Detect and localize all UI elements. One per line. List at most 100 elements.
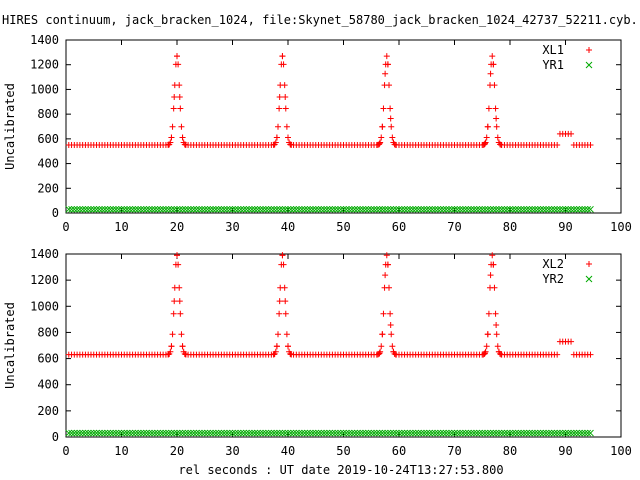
data-point	[456, 205, 464, 213]
data-point	[280, 61, 287, 68]
data-point	[112, 205, 120, 213]
data-point	[159, 205, 167, 213]
data-point	[514, 205, 522, 213]
data-point	[576, 429, 583, 437]
data-point	[423, 205, 431, 213]
data-point	[190, 205, 198, 213]
data-point	[503, 205, 511, 213]
data-point	[287, 141, 294, 148]
data-point	[492, 105, 499, 112]
data-point	[487, 272, 494, 279]
data-point	[170, 429, 178, 437]
data-point	[273, 134, 280, 141]
data-point	[487, 429, 494, 437]
x-tick-label: 20	[170, 220, 184, 234]
data-point	[465, 205, 472, 213]
data-point	[501, 205, 508, 213]
data-point	[467, 429, 475, 437]
data-point	[545, 205, 553, 213]
data-point	[272, 139, 279, 146]
data-point	[237, 205, 245, 213]
data-point	[478, 205, 486, 213]
data-point	[494, 343, 501, 350]
data-point	[326, 205, 333, 213]
data-point	[445, 205, 453, 213]
data-point	[376, 205, 383, 213]
data-point	[179, 343, 186, 350]
data-point	[584, 429, 592, 437]
data-point	[245, 205, 253, 213]
data-point	[459, 205, 467, 213]
data-point	[90, 429, 98, 437]
data-point	[370, 205, 378, 213]
legend-label: YR2	[542, 272, 564, 286]
data-point	[282, 105, 289, 112]
data-point	[104, 429, 111, 437]
data-point	[309, 429, 317, 437]
data-point	[90, 205, 98, 213]
data-point	[176, 82, 183, 89]
data-point	[170, 205, 178, 213]
data-point	[259, 205, 267, 213]
data-point	[195, 205, 203, 213]
data-point	[342, 429, 350, 437]
data-point	[403, 429, 411, 437]
data-point	[481, 429, 489, 437]
data-point	[315, 429, 322, 437]
legend-marker	[585, 275, 593, 283]
data-point	[562, 429, 569, 437]
data-point	[528, 429, 536, 437]
data-point	[84, 205, 92, 213]
data-point	[378, 343, 385, 350]
data-point	[498, 205, 506, 213]
data-point	[317, 205, 325, 213]
data-point	[512, 429, 519, 437]
data-point	[184, 205, 192, 213]
data-point	[229, 205, 236, 213]
data-point	[215, 429, 222, 437]
data-point	[409, 205, 417, 213]
data-point	[398, 205, 406, 213]
data-point	[562, 205, 569, 213]
data-point	[234, 205, 242, 213]
data-point	[340, 429, 347, 437]
data-point	[403, 205, 411, 213]
data-point	[537, 429, 544, 437]
data-point	[356, 205, 364, 213]
legend-label: YR1	[542, 58, 564, 72]
data-point	[382, 272, 389, 279]
data-point	[401, 205, 408, 213]
data-point	[73, 205, 81, 213]
data-point	[98, 205, 106, 213]
data-point	[581, 429, 589, 437]
data-point	[382, 70, 389, 77]
data-point	[373, 205, 381, 213]
data-point	[494, 134, 501, 141]
y-tick-label: 0	[52, 430, 59, 444]
data-point	[281, 205, 289, 213]
data-point	[482, 348, 489, 355]
data-point	[240, 429, 247, 437]
data-point	[387, 105, 394, 112]
data-point	[87, 205, 95, 213]
data-point	[84, 429, 92, 437]
data-point	[292, 205, 300, 213]
data-point	[348, 429, 356, 437]
data-point	[440, 205, 447, 213]
data-point	[551, 205, 558, 213]
data-point	[107, 205, 114, 213]
y-tick-label: 1400	[30, 247, 59, 261]
data-point	[177, 105, 184, 112]
data-point	[151, 429, 159, 437]
data-point	[209, 205, 217, 213]
data-point	[398, 429, 406, 437]
data-point	[370, 429, 378, 437]
data-point	[568, 130, 575, 137]
data-point	[362, 205, 370, 213]
data-point	[537, 205, 544, 213]
data-point	[570, 429, 578, 437]
data-point	[356, 429, 364, 437]
data-point	[140, 429, 148, 437]
data-point	[178, 331, 185, 338]
data-point	[367, 205, 375, 213]
